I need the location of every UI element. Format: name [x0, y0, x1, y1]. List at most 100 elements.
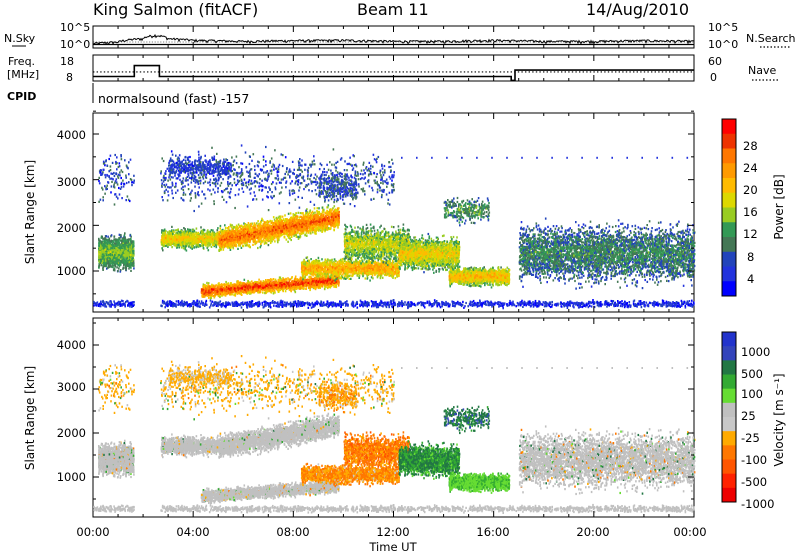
- power-cell: [332, 207, 334, 210]
- power-cell: [118, 267, 120, 270]
- power-cell: [187, 236, 190, 239]
- power-cell: [119, 248, 122, 251]
- power-cell: [218, 233, 220, 236]
- power-cell: [170, 243, 172, 246]
- power-cell: [130, 241, 133, 244]
- power-scatter: [93, 144, 696, 310]
- power-cell: [165, 229, 167, 233]
- power-cell: [202, 228, 205, 231]
- power-cell: [127, 249, 129, 252]
- power-cell: [109, 261, 111, 264]
- power-cell: [183, 238, 186, 241]
- power-cell: [121, 261, 124, 264]
- power-cell: [257, 232, 259, 235]
- power-cell: [126, 256, 128, 259]
- power-cell: [102, 267, 104, 270]
- power-cell: [130, 269, 132, 272]
- power-cell: [189, 229, 192, 232]
- power-cell: [212, 243, 214, 246]
- power-cell: [162, 229, 164, 232]
- power-cell: [119, 234, 122, 237]
- power-cell: [102, 263, 105, 266]
- power-cell: [128, 238, 130, 241]
- power-cell: [107, 241, 110, 244]
- power-cell: [201, 233, 204, 236]
- power-cell: [308, 212, 311, 215]
- power-cell: [107, 244, 110, 247]
- noise-panel: N.Sky 10^5 10^0 10^5 10^0 N.Search: [4, 21, 796, 51]
- power-cell: [114, 265, 117, 268]
- power-cell: [109, 250, 112, 253]
- power-cell: [117, 241, 119, 244]
- power-cell: [127, 244, 129, 248]
- power-cell: [113, 249, 116, 252]
- power-cell: [125, 260, 128, 263]
- power-cell: [127, 263, 130, 266]
- power-cell: [128, 253, 130, 256]
- power-cell: [213, 232, 215, 235]
- power-cell: [126, 247, 128, 250]
- power-cell: [192, 234, 194, 237]
- power-cell: [121, 259, 124, 262]
- power-cell: [199, 245, 202, 248]
- power-cell: [331, 221, 334, 225]
- power-cell: [195, 245, 197, 249]
- power-cell: [190, 245, 193, 248]
- power-cell: [271, 233, 273, 236]
- power-cell: [283, 236, 286, 239]
- power-cell: [171, 225, 173, 228]
- power-cell: [299, 232, 301, 235]
- power-cell: [217, 227, 219, 230]
- power-cell: [100, 264, 103, 267]
- power-cell: [124, 239, 126, 242]
- power-cell: [316, 207, 319, 210]
- power-cell: [195, 227, 198, 230]
- power-cell: [101, 240, 104, 243]
- power-cell: [219, 247, 221, 250]
- power-cell: [178, 235, 181, 238]
- power-cell: [130, 250, 132, 253]
- power-cell: [125, 254, 127, 257]
- power-cell: [124, 247, 126, 250]
- power-cell: [130, 238, 132, 241]
- power-cell: [161, 243, 164, 246]
- power-cell: [169, 241, 171, 244]
- power-cell: [124, 237, 126, 240]
- power-cell: [172, 236, 174, 240]
- power-cell: [105, 264, 107, 267]
- power-cell: [108, 251, 110, 254]
- power-cell: [327, 206, 329, 209]
- power-cell: [128, 261, 131, 264]
- power-cell: [127, 254, 129, 257]
- power-cell: [187, 228, 189, 231]
- power-cell: [314, 211, 316, 214]
- power-cell: [129, 248, 132, 251]
- power-cell: [224, 229, 227, 232]
- power-panel: 4000 3000 2000 1000 Slant Range [km]: [23, 110, 696, 313]
- power-cell: [127, 252, 129, 255]
- power-cell: [337, 226, 339, 229]
- power-cell: [224, 226, 227, 229]
- power-cell: [119, 263, 122, 266]
- power-cell: [270, 235, 272, 238]
- power-cell: [213, 234, 215, 237]
- power-cell: [236, 225, 239, 229]
- power-cell: [122, 241, 124, 244]
- power-cell: [123, 262, 126, 265]
- power-cell: [213, 237, 215, 240]
- power-cell: [216, 236, 218, 239]
- power-cell: [289, 212, 292, 215]
- power-cell: [103, 239, 105, 242]
- power-cell: [195, 234, 198, 237]
- power-cell: [105, 256, 107, 259]
- power-cell: [112, 253, 115, 256]
- power-cell: [130, 235, 132, 238]
- power-cell: [257, 246, 259, 250]
- power-cell: [132, 247, 135, 250]
- power-cell: [297, 235, 299, 238]
- power-cell: [107, 266, 109, 269]
- power-cell: [194, 240, 196, 243]
- power-cell: [326, 213, 328, 216]
- power-cell: [177, 228, 179, 231]
- power-cell: [273, 225, 275, 229]
